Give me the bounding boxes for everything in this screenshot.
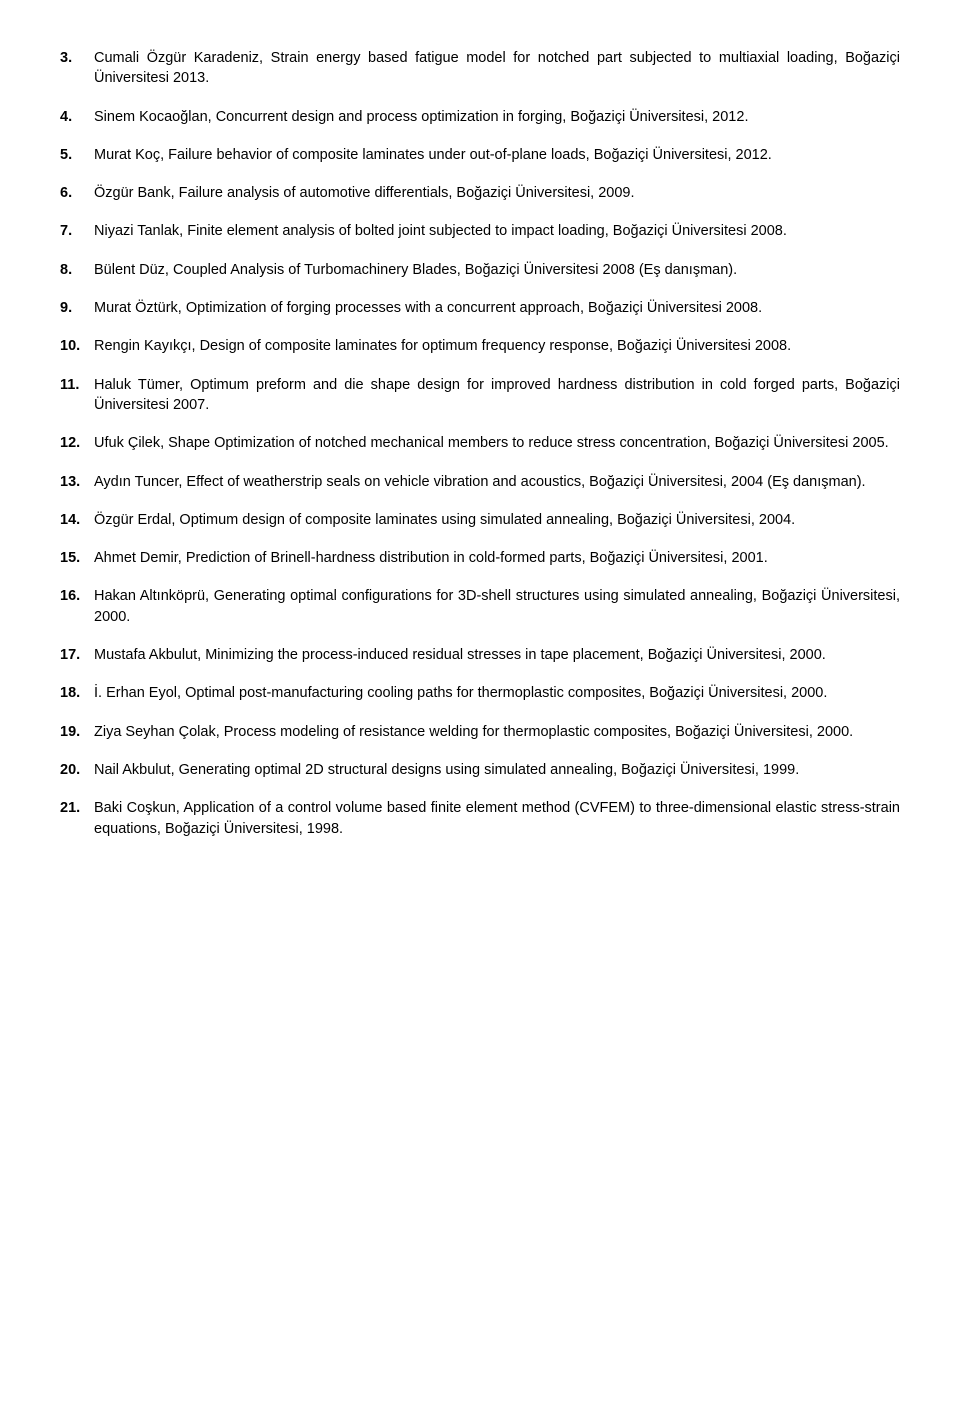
thesis-list: Cumali Özgür Karadeniz, Strain energy ba… <box>60 48 900 839</box>
list-item: Aydın Tuncer, Effect of weatherstrip sea… <box>60 472 900 492</box>
list-item: İ. Erhan Eyol, Optimal post-manufacturin… <box>60 683 900 703</box>
item-text: Rengin Kayıkçı, Design of composite lami… <box>94 338 791 354</box>
item-text: Ahmet Demir, Prediction of Brinell-hardn… <box>94 550 768 566</box>
list-item: Rengin Kayıkçı, Design of composite lami… <box>60 336 900 356</box>
item-text: Murat Öztürk, Optimization of forging pr… <box>94 300 762 316</box>
list-item: Özgür Erdal, Optimum design of composite… <box>60 510 900 530</box>
item-text: Özgür Bank, Failure analysis of automoti… <box>94 185 635 201</box>
item-text: İ. Erhan Eyol, Optimal post-manufacturin… <box>94 685 827 701</box>
item-text: Sinem Kocaoğlan, Concurrent design and p… <box>94 109 748 125</box>
list-item: Cumali Özgür Karadeniz, Strain energy ba… <box>60 48 900 89</box>
item-text: Mustafa Akbulut, Minimizing the process-… <box>94 647 826 663</box>
item-text: Murat Koç, Failure behavior of composite… <box>94 147 772 163</box>
list-item: Ahmet Demir, Prediction of Brinell-hardn… <box>60 548 900 568</box>
list-item: Mustafa Akbulut, Minimizing the process-… <box>60 645 900 665</box>
list-item: Bülent Düz, Coupled Analysis of Turbomac… <box>60 260 900 280</box>
item-text: Baki Coşkun, Application of a control vo… <box>94 800 900 836</box>
item-text: Nail Akbulut, Generating optimal 2D stru… <box>94 762 799 778</box>
item-text: Ziya Seyhan Çolak, Process modeling of r… <box>94 724 853 740</box>
item-text: Niyazi Tanlak, Finite element analysis o… <box>94 223 787 239</box>
item-text: Haluk Tümer, Optimum preform and die sha… <box>94 377 900 413</box>
list-item: Özgür Bank, Failure analysis of automoti… <box>60 183 900 203</box>
list-item: Baki Coşkun, Application of a control vo… <box>60 798 900 839</box>
list-item: Nail Akbulut, Generating optimal 2D stru… <box>60 760 900 780</box>
item-text: Aydın Tuncer, Effect of weatherstrip sea… <box>94 474 866 490</box>
list-item: Haluk Tümer, Optimum preform and die sha… <box>60 375 900 416</box>
item-text: Ufuk Çilek, Shape Optimization of notche… <box>94 435 889 451</box>
list-item: Sinem Kocaoğlan, Concurrent design and p… <box>60 107 900 127</box>
item-text: Bülent Düz, Coupled Analysis of Turbomac… <box>94 262 737 278</box>
list-item: Ufuk Çilek, Shape Optimization of notche… <box>60 433 900 453</box>
list-item: Murat Koç, Failure behavior of composite… <box>60 145 900 165</box>
item-text: Cumali Özgür Karadeniz, Strain energy ba… <box>94 50 900 86</box>
list-item: Ziya Seyhan Çolak, Process modeling of r… <box>60 722 900 742</box>
item-text: Özgür Erdal, Optimum design of composite… <box>94 512 795 528</box>
item-text: Hakan Altınköprü, Generating optimal con… <box>94 588 900 624</box>
list-item: Murat Öztürk, Optimization of forging pr… <box>60 298 900 318</box>
list-item: Hakan Altınköprü, Generating optimal con… <box>60 586 900 627</box>
list-item: Niyazi Tanlak, Finite element analysis o… <box>60 221 900 241</box>
